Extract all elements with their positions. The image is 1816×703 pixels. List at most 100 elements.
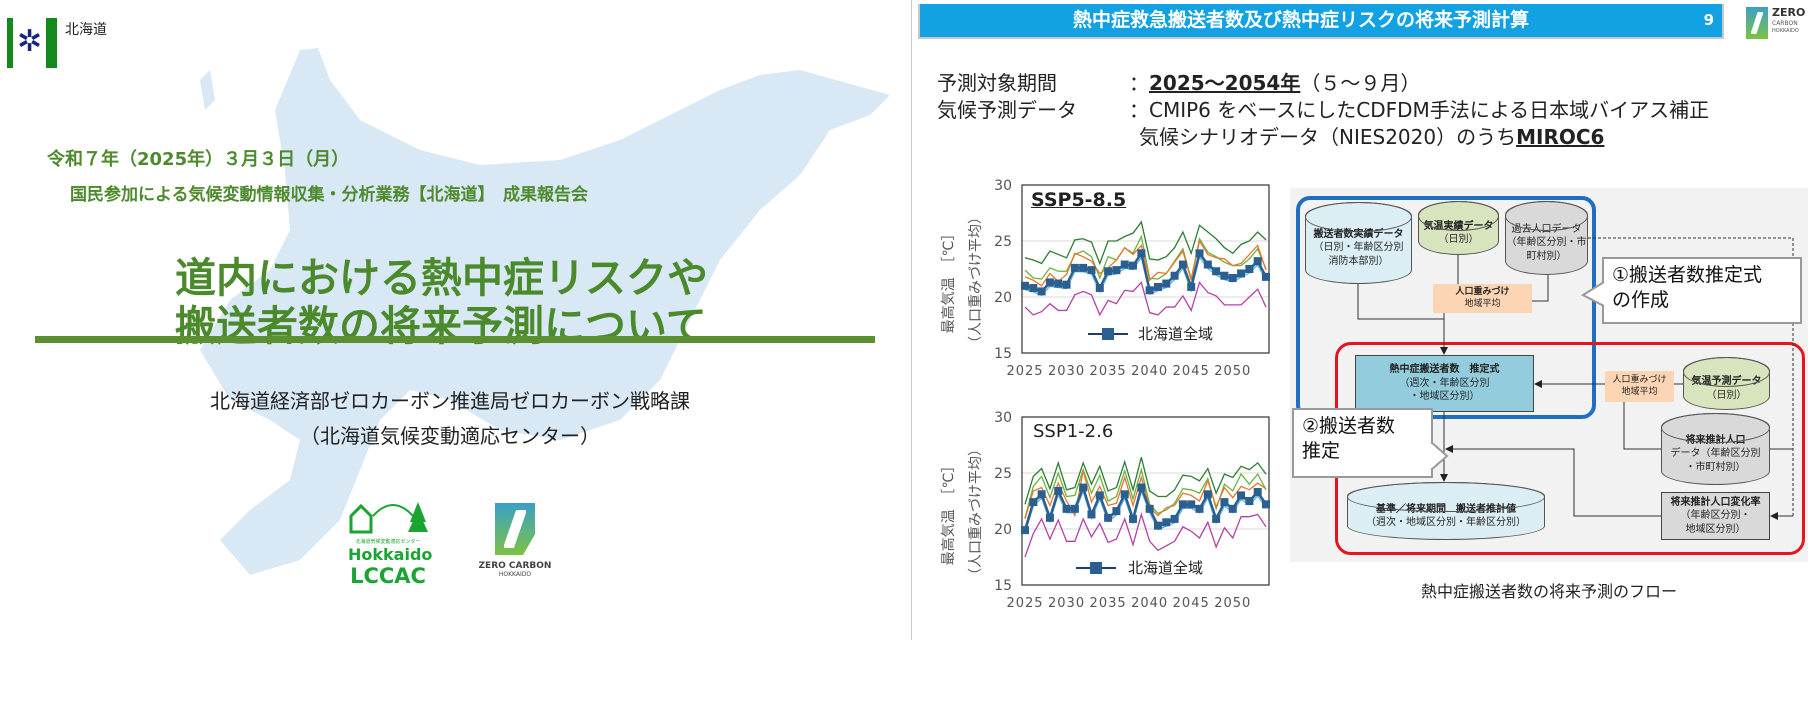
node-label: 搬送者数実績データ [1313,228,1404,240]
data-point [1029,284,1038,293]
y-tick-label: 25 [994,234,1012,250]
data-point [1178,260,1187,269]
data-point [1145,504,1154,513]
data-line2: 気候シナリオデータ（NIES2020）のうち [1139,125,1517,149]
data-point [1062,504,1071,513]
callout-text: の作成 [1612,288,1670,311]
data-point [1187,282,1196,291]
x-tick-label: 2040 [1131,596,1168,611]
legend: 北海道全域 [1076,557,1203,578]
node-label: 過去人口データ [1511,223,1582,235]
data-point [1021,526,1029,535]
x-tick-label: 2035 [1090,596,1127,611]
data-point [1245,265,1254,273]
period-months: （５～９月） [1300,71,1421,95]
data-point [1070,504,1079,513]
data-point [1095,491,1104,500]
plot-frame [1021,184,1270,354]
data-point [1203,490,1212,499]
population-weighting-1: 人口重みづけ 地域平均 [1433,284,1532,313]
estimated-transport-values: 基準／将来期間 搬送者推計値 （週次・地域区分別・年齢区分別） [1347,482,1545,540]
x-tick-label: 2040 [1131,364,1168,379]
data-point [1079,483,1088,492]
data-point [1062,280,1071,289]
callout-pointer [1430,441,1449,471]
legend-marker-icon [1088,327,1128,340]
zero-carbon-header-logo: ZERO CARBON HOKKAIDO [1744,5,1816,41]
node-label: データ（年齢区分別 [1670,448,1761,460]
node-label: （日別） [1706,389,1747,401]
chart-title: SSP1-2.6 [1033,421,1114,442]
data-point [1120,260,1129,269]
data-label: 気候予測データ [937,98,1077,122]
data-point [1129,261,1138,270]
data-point [1237,269,1246,278]
node-label: 地域区分別） [1685,523,1746,535]
data-point [1162,518,1171,527]
data-point [1228,273,1237,282]
predicted-temperature-data: 気温予測データ （日別） [1683,357,1770,410]
population-change-rate: 将来推計人口変化率 （年齢区分別・ 地域区分別） [1661,492,1770,540]
x-tick-label: 2030 [1048,364,1085,379]
data-point [1070,263,1079,272]
node-label: 気温実績データ [1423,220,1494,232]
callout-text: 推定 [1302,439,1341,462]
legend-label: 北海道全域 [1128,559,1204,577]
lccac-line1: Hokkaido [348,545,433,564]
data-point [1087,266,1096,275]
y-tick-label: 25 [994,466,1012,482]
past-population-data: 過去人口データ （年齢区分別・市 町村別） [1505,201,1588,275]
organization: 北海道経済部ゼロカーボン推進局ゼロカーボン戦略課 [210,389,690,413]
data-point [1170,271,1179,280]
series-line [1024,239,1267,287]
series-line [1024,512,1267,558]
legend-marker-icon [1076,561,1116,574]
callout-step2: ②搬送者数 推定 [1292,408,1433,478]
node-label: 熱中症搬送者数 推定式 [1389,364,1500,376]
data-point [1021,281,1029,290]
chart-ssp126: 最高気温 ［℃］ （人口重みづけ平均） 15 20 25 30 2025 2030 2035… [930,407,1280,622]
data-point [1203,260,1212,269]
data-point [1112,266,1121,275]
node-label: 地域平均 [1621,386,1658,397]
event-date: 令和７年（2025年）３月３日（月） [47,149,350,170]
lccac-line2: LCCAC [350,564,426,588]
y-tick-label: 20 [994,290,1012,306]
x-tick-label: 2035 [1090,364,1127,379]
data-point [1045,278,1054,287]
node-label: 人口重みづけ [1612,374,1667,385]
data-point [1137,249,1146,258]
data-point [1245,497,1254,505]
data-point [1153,282,1162,291]
callout-step1: ①搬送者数推定式 の作成 [1602,257,1802,324]
period-label: 予測対象期間 [937,71,1057,95]
series-line [1024,220,1267,266]
data-point [1195,504,1204,513]
slide-title-line1: 道内における熱中症リスクや [175,254,708,302]
slide-divider [911,0,912,640]
data-point [1220,498,1229,507]
series-line [1024,457,1267,505]
period-colon: ： [1129,71,1149,95]
zero-carbon-header-line2: CARBON [1772,20,1798,27]
period-value: 2025～2054年 [1149,71,1301,95]
header-title: 熱中症救急搬送者数及び熱中症リスクの将来予測計算 [1072,9,1529,31]
node-label: （週次・地域区分別・年齢区分別） [1366,517,1526,528]
data-point [1045,513,1054,522]
series-line [1024,234,1267,280]
slide-title-line2: 搬送者数の将来予測について [175,302,707,350]
x-tick-label: 2050 [1214,364,1251,379]
node-label: 町村別） [1526,250,1567,262]
x-tick-label: 2045 [1173,364,1210,379]
node-label: 人口重みづけ [1455,286,1510,297]
data-point [1087,510,1096,519]
node-label: （週次・年齢区分別 [1399,377,1490,389]
data-point [1262,500,1270,509]
data-point [1145,286,1154,295]
node-label: （年齢区分別・市 [1506,237,1587,249]
chart-ssp585: 最高気温 ［℃］ （人口重みづけ平均） 15 20 25 30 2025 2030 2035… [930,175,1280,390]
zero-carbon-header-line3: HOKKAIDO [1772,28,1799,34]
data-point [1079,263,1088,272]
data-point [1212,514,1221,523]
